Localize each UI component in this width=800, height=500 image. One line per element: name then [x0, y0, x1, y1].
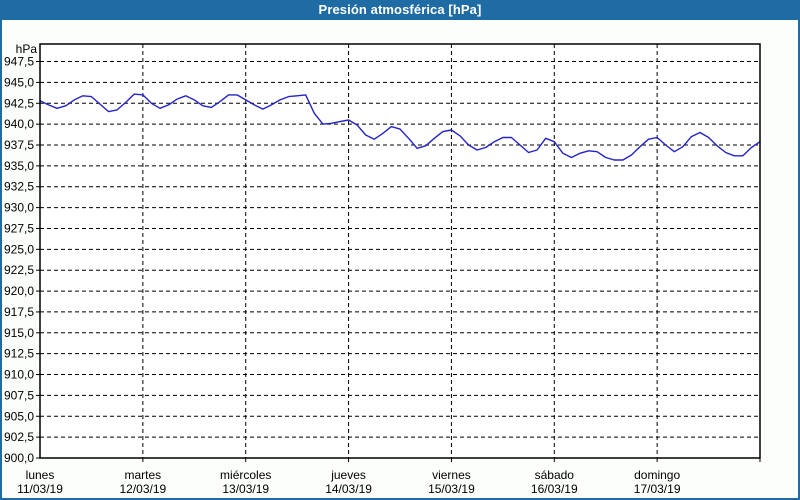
chart-content: 947,5 945,0 942,5 940,0 937,5 935,0 932,5 930,0… [2, 20, 798, 498]
x-axis-date-label: 11/03/19 [17, 482, 63, 496]
y-axis-label: 905,0 [4, 409, 34, 423]
x-axis-day-label: martes [125, 468, 162, 482]
y-axis-label: 942,5 [4, 96, 34, 110]
x-axis-date-label: 12/03/19 [119, 482, 166, 496]
x-axis-day-label: domingo [634, 468, 680, 482]
plot-border [39, 43, 761, 459]
y-axis-label: 912,5 [4, 347, 34, 361]
y-axis-label: 925,0 [4, 242, 34, 256]
titlebar: Presión atmosférica [hPa] [2, 0, 798, 20]
x-axis-date-label: 17/03/19 [634, 482, 681, 496]
x-axis-date-label: 13/03/19 [222, 482, 269, 496]
plot-background [40, 44, 760, 458]
y-axis-label: 932,5 [4, 180, 34, 194]
y-axis-label: 922,5 [4, 263, 34, 277]
x-axis-date-label: 16/03/19 [531, 482, 578, 496]
y-axis-label: 902,5 [4, 430, 34, 444]
y-axis-label: 930,0 [4, 201, 34, 215]
y-axis-label: 940,0 [4, 117, 34, 131]
y-axis-label: 915,0 [4, 326, 34, 340]
x-axis-date-label: 14/03/19 [325, 482, 372, 496]
plot-svg: 947,5 945,0 942,5 940,0 937,5 935,0 932,5 930,0… [4, 42, 761, 496]
y-axis-label: 920,0 [4, 284, 34, 298]
y-axis-label: 917,5 [4, 305, 34, 319]
y-axis-label: 907,5 [4, 388, 34, 402]
x-axis-day-label: sábado [535, 468, 575, 482]
y-axis-label: 935,0 [4, 159, 34, 173]
x-axis-day-label: lunes [26, 468, 55, 482]
x-axis-day-label: jueves [330, 468, 366, 482]
y-axis-label: 900,0 [4, 451, 34, 465]
window-title: Presión atmosférica [hPa] [318, 2, 482, 17]
y-axis-label: 910,0 [4, 368, 34, 382]
y-axis-label: 947,5 [4, 55, 34, 69]
x-axis-day-label: viernes [432, 468, 471, 482]
pressure-line [39, 93, 761, 161]
y-axis-label: 945,0 [4, 75, 34, 89]
y-axis-unit-label: hPa [16, 42, 38, 56]
x-axis-date-label: 15/03/19 [428, 482, 475, 496]
y-axis-label: 937,5 [4, 138, 34, 152]
x-axis-day-label: miércoles [220, 468, 271, 482]
y-axis-label: 927,5 [4, 221, 34, 235]
